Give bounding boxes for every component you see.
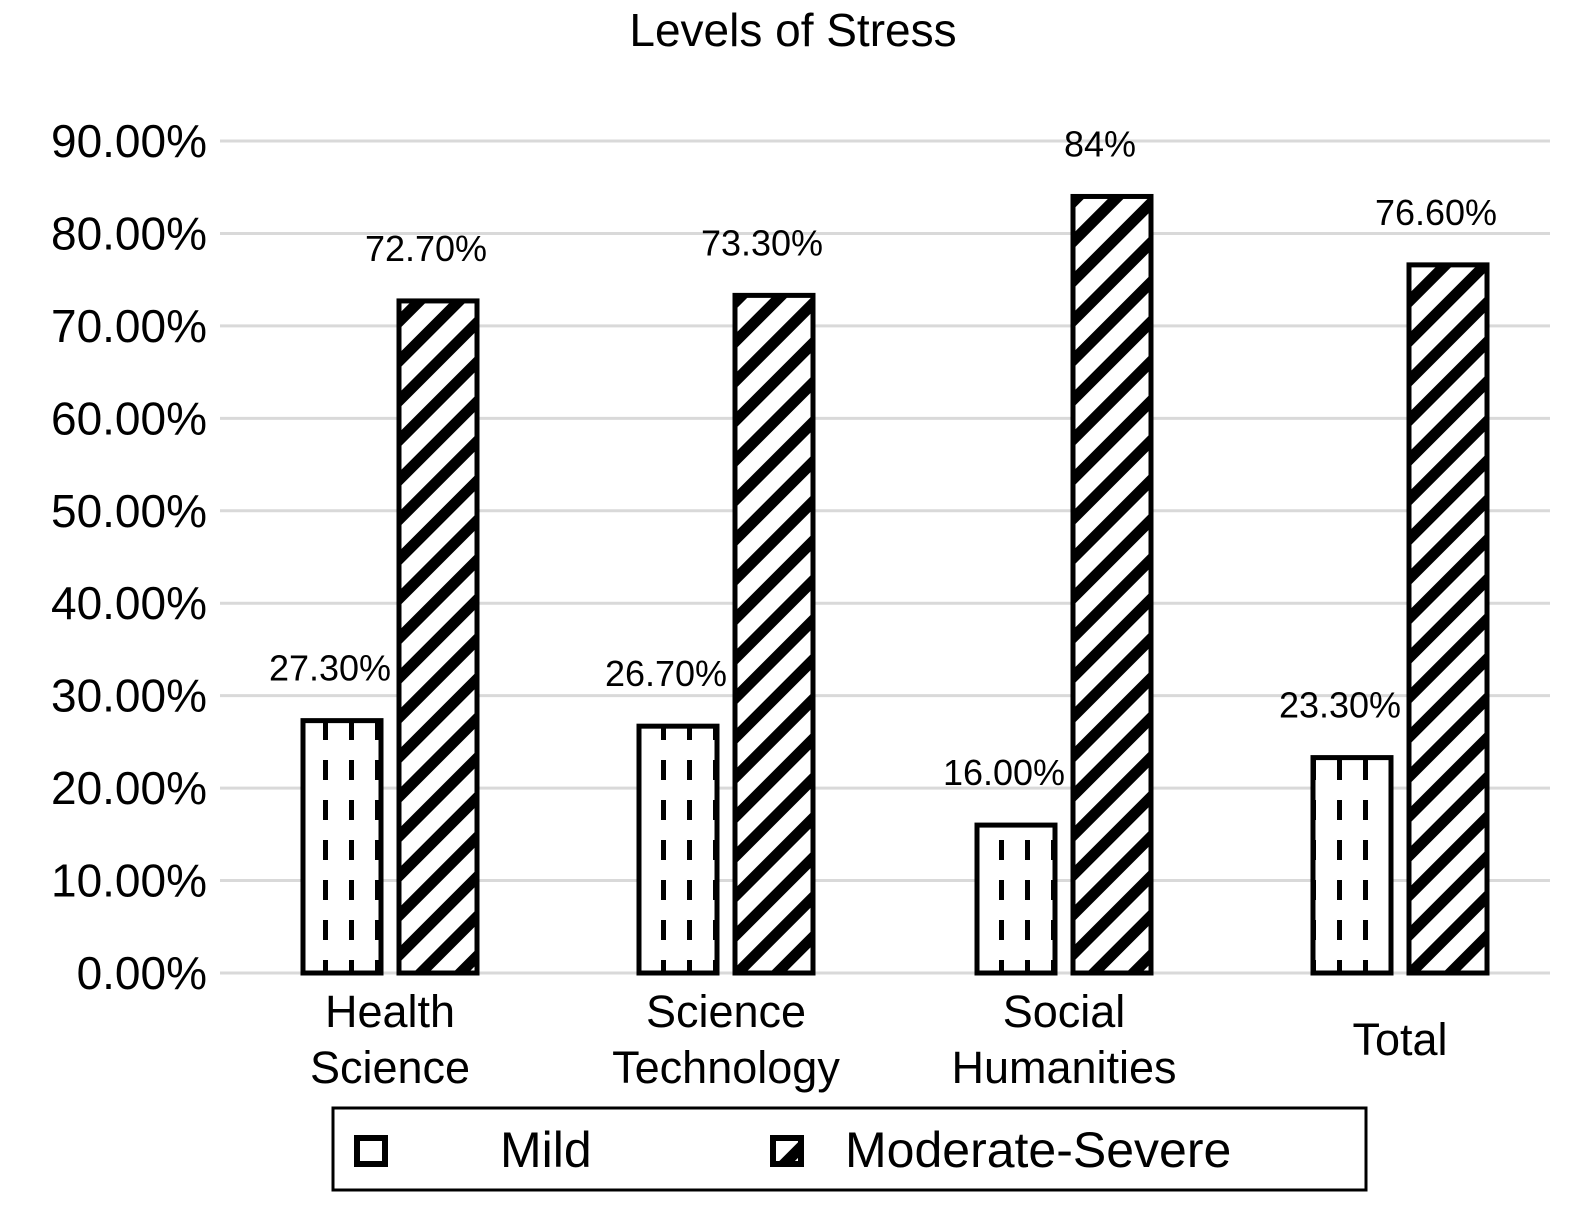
data-label: 26.70% (605, 653, 727, 694)
legend-label-moderate-severe: Moderate-Severe (845, 1122, 1231, 1178)
legend: Mild Moderate-Severe (331, 1106, 1368, 1192)
legend-box (331, 1106, 1368, 1192)
legend-swatch-mild (354, 1135, 388, 1167)
y-tick-label: 70.00% (51, 300, 207, 352)
legend-label-mild: Mild (500, 1122, 592, 1178)
data-label: 16.00% (943, 752, 1065, 793)
x-tick-label: Social (1003, 986, 1126, 1037)
data-label: 76.60% (1375, 192, 1497, 233)
bar-mild (300, 718, 384, 976)
y-tick-label: 80.00% (51, 207, 207, 259)
bar-mild (636, 723, 720, 976)
bar-moderate-severe (1406, 262, 1490, 976)
legend-swatch-moderate-severe (770, 1135, 804, 1167)
data-label: 84% (1064, 123, 1136, 164)
bar-moderate-severe (396, 298, 480, 976)
data-label: 72.70% (365, 228, 487, 269)
x-tick-label: Health (325, 986, 455, 1037)
y-tick-label: 0.00% (77, 947, 207, 999)
y-tick-label: 90.00% (51, 115, 207, 167)
x-tick-label: Technology (612, 1042, 840, 1093)
x-tick-label: Total (1352, 1014, 1447, 1065)
y-tick-label: 30.00% (51, 670, 207, 722)
bar-moderate-severe (1070, 193, 1154, 976)
y-tick-label: 20.00% (51, 762, 207, 814)
y-tick-label: 60.00% (51, 392, 207, 444)
x-tick-label: Humanities (951, 1042, 1176, 1093)
y-tick-label: 50.00% (51, 485, 207, 537)
x-tick-label: Science (310, 1042, 470, 1093)
bar-moderate-severe (732, 292, 816, 976)
data-label: 23.30% (1279, 685, 1401, 726)
x-tick-label: Science (646, 986, 806, 1037)
chart-title: Levels of Stress (629, 4, 956, 56)
data-label: 27.30% (269, 648, 391, 689)
y-tick-label: 40.00% (51, 577, 207, 629)
y-tick-label: 10.00% (51, 855, 207, 907)
bar-mild (1310, 755, 1394, 976)
bar-mild (974, 822, 1058, 976)
data-label: 73.30% (701, 222, 823, 263)
